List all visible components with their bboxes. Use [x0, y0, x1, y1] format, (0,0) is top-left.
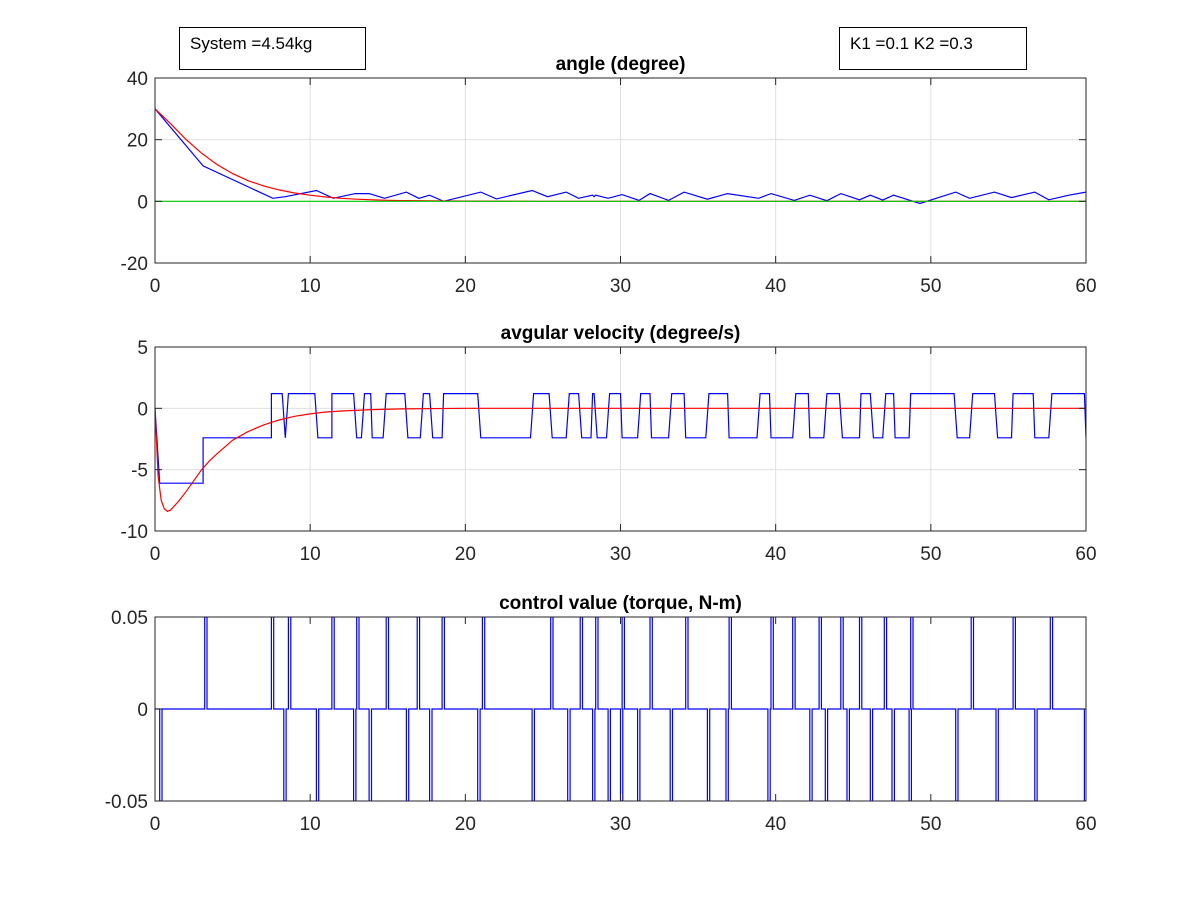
y-tick-label: 5	[137, 338, 148, 359]
series-group	[155, 108, 1086, 205]
x-tick-label: 30	[610, 544, 631, 565]
x-tick-label: 50	[920, 276, 941, 297]
series-line-1	[155, 393, 1086, 484]
x-tick-label: 40	[765, 276, 786, 297]
chart-title: control value (torque, N-m)	[499, 593, 742, 614]
x-tick-label: 20	[455, 544, 476, 565]
gains-annotation: K1 =0.1 K2 =0.3	[839, 27, 1027, 70]
x-tick-label: 50	[920, 814, 941, 835]
y-tick-label: 0.05	[111, 608, 148, 629]
x-tick-label: 60	[1075, 814, 1096, 835]
subplot-2: 0 10 20 30 40 50 60 -10 -5 0 5 avgular velocity (de…	[121, 323, 1097, 565]
x-tick-label: 10	[300, 276, 321, 297]
x-tick-label: 30	[610, 276, 631, 297]
y-tick-label: 0	[137, 700, 148, 721]
y-tick-label: -10	[121, 522, 148, 543]
y-tick-label: -5	[131, 461, 148, 482]
system-mass-annotation: System =4.54kg	[179, 27, 366, 70]
x-tick-label: 0	[150, 276, 161, 297]
y-tick-label: -20	[121, 254, 148, 275]
chart-title: avgular velocity (degree/s)	[501, 323, 741, 344]
y-tick-label: 0	[137, 399, 148, 420]
torque-pulse-line	[155, 617, 1086, 801]
y-tick-label: 40	[127, 69, 148, 90]
x-tick-label: 10	[300, 814, 321, 835]
x-tick-label: 10	[300, 544, 321, 565]
series-line-2	[155, 407, 1086, 513]
x-tick-label: 60	[1075, 544, 1096, 565]
chart-title: angle (degree)	[556, 54, 686, 75]
x-tick-label: 0	[150, 544, 161, 565]
series-group	[155, 617, 1086, 801]
x-tick-label: 40	[765, 814, 786, 835]
y-tick-label: 20	[127, 131, 148, 152]
x-tick-label: 60	[1075, 276, 1096, 297]
y-tick-label: 0	[137, 192, 148, 213]
x-tick-label: 30	[610, 814, 631, 835]
x-tick-label: 40	[765, 544, 786, 565]
y-tick-label: -0.05	[105, 792, 148, 813]
x-tick-label: 20	[455, 814, 476, 835]
x-tick-label: 0	[150, 814, 161, 835]
series-group	[155, 393, 1086, 513]
x-tick-label: 50	[920, 544, 941, 565]
x-tick-label: 20	[455, 276, 476, 297]
series-line-1	[155, 108, 1086, 205]
